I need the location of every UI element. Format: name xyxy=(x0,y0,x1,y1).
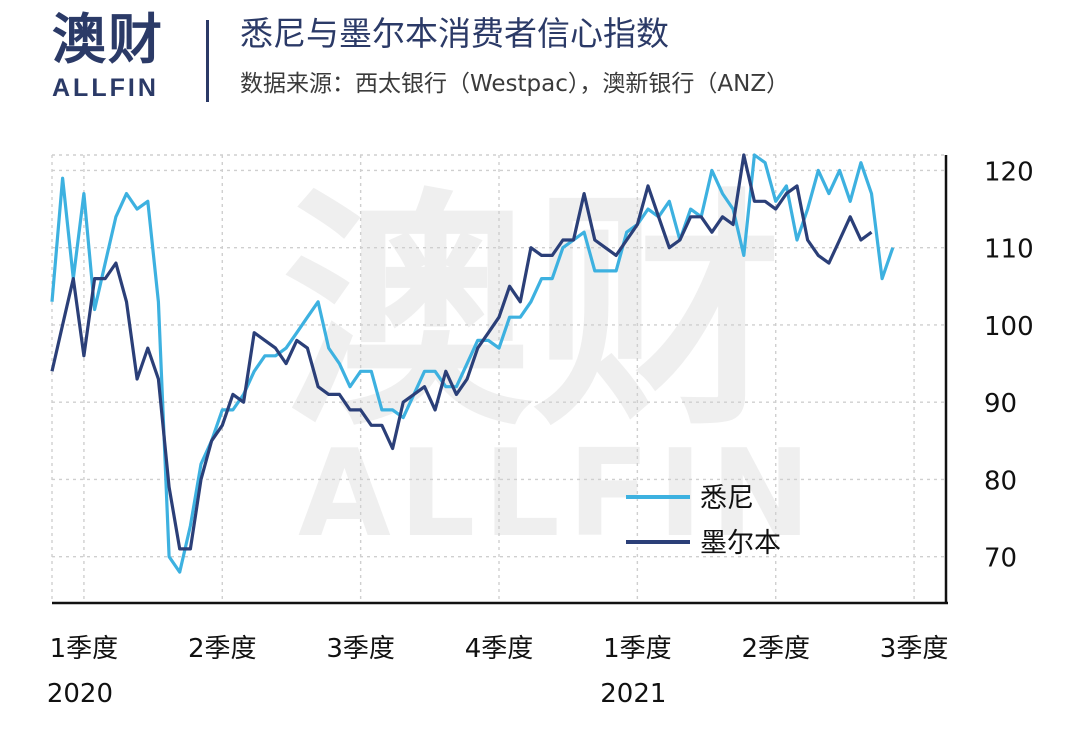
x-axis-ticks: 1季度 2020 2季度 3季度 4季度 1季度 2021 2季度 3季度 xyxy=(47,634,949,709)
x-tick-label: 1季度 xyxy=(50,634,119,664)
x-tick-label: 3季度 xyxy=(326,634,395,664)
chart-title: 悉尼与墨尔本消费者信心指数 xyxy=(240,14,669,53)
line-chart: 澳财 ALLFIN 70 80 90 100 110 120 1季度 2020 2季度 3季度 4… xyxy=(47,153,1034,709)
y-tick-label: 120 xyxy=(984,157,1034,187)
x-tick-year-label: 2020 xyxy=(47,679,113,709)
y-axis-ticks: 70 80 90 100 110 120 xyxy=(984,157,1034,573)
header: 澳财 ALLFIN 悉尼与墨尔本消费者信心指数 数据来源：西太银行（Westpa… xyxy=(0,0,1080,120)
y-tick-label: 80 xyxy=(984,466,1017,496)
y-tick-label: 110 xyxy=(984,235,1034,265)
watermark-en: ALLFIN xyxy=(298,425,819,564)
watermark-cn: 澳财 xyxy=(282,168,782,459)
series-lines xyxy=(50,153,895,574)
x-tick-year-label: 2021 xyxy=(600,679,666,709)
logo-wordmark-cn: 澳财 xyxy=(52,8,164,71)
axes xyxy=(52,155,948,605)
legend-label-sydney: 悉尼 xyxy=(700,483,754,514)
x-tick-label: 4季度 xyxy=(465,634,534,664)
x-tick-label: 2季度 xyxy=(741,634,810,664)
y-tick-label: 100 xyxy=(984,312,1034,342)
chart-source: 数据来源：西太银行（Westpac），澳新银行（ANZ） xyxy=(240,71,790,97)
y-tick-label: 70 xyxy=(984,544,1017,574)
series-line-sydney xyxy=(50,153,895,574)
logo-wordmark-en: ALLFIN xyxy=(52,74,159,102)
x-tick-label: 2季度 xyxy=(188,634,257,664)
x-tick-label: 3季度 xyxy=(880,634,949,664)
y-tick-label: 90 xyxy=(984,389,1017,419)
grid xyxy=(51,154,946,603)
header-divider xyxy=(206,20,209,102)
x-tick-label: 1季度 xyxy=(603,634,672,664)
series-line-melbourne xyxy=(50,153,873,551)
legend-label-melbourne: 墨尔本 xyxy=(700,528,781,559)
